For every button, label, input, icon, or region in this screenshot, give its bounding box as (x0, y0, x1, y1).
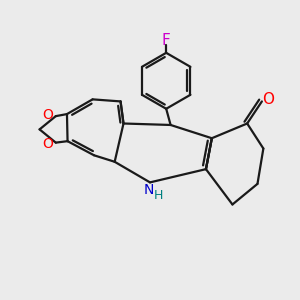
Text: O: O (42, 137, 53, 151)
Text: N: N (143, 183, 154, 197)
Text: F: F (162, 33, 171, 48)
Text: H: H (154, 189, 163, 202)
Text: O: O (262, 92, 274, 106)
Text: O: O (42, 108, 53, 122)
